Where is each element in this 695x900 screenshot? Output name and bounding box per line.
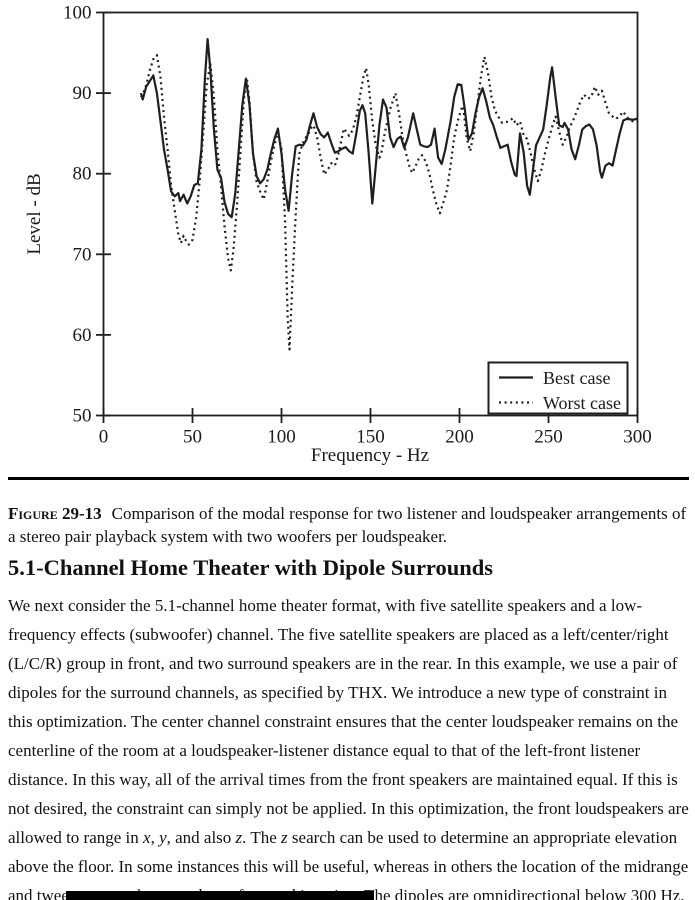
x-tick-label: 250 (534, 427, 563, 448)
legend-label-worst-case: Worst case (543, 393, 621, 413)
italic-variable: z (235, 828, 243, 847)
x-axis-ticks: 0 50 100 150 200 250 300 (99, 408, 652, 448)
legend-label-best-case: Best case (543, 368, 610, 388)
x-tick-label: 100 (267, 427, 296, 448)
x-axis-title: Frequency - Hz (311, 445, 429, 466)
paragraph-text: , and also (166, 828, 236, 847)
italic-variable: x (143, 828, 151, 847)
y-tick-label: 80 (73, 164, 92, 185)
x-tick-label: 300 (623, 427, 652, 448)
x-tick-label: 200 (445, 427, 474, 448)
y-tick-label: 50 (73, 406, 92, 427)
y-tick-label: 70 (73, 244, 92, 265)
figure-caption-text: Comparison of the modal response for two… (8, 504, 687, 546)
caption-divider-rule (8, 477, 689, 480)
section-heading: 5.1-Channel Home Theater with Dipole Sur… (8, 555, 494, 581)
y-axis-title: Level - dB (24, 173, 45, 254)
x-tick-label: 150 (356, 427, 385, 448)
plot-border (102, 11, 639, 417)
y-tick-label: 60 (73, 325, 92, 346)
x-tick-label: 0 (99, 427, 109, 448)
modal-response-chart: 50 60 70 80 90 100 0 50 100 150 200 250 300 Level -… (24, 3, 652, 467)
figure-caption: Figure 29-13 Comparison of the modal resp… (8, 502, 692, 548)
legend-box (487, 361, 629, 415)
x-tick-label: 50 (183, 427, 202, 448)
paragraph-text: , (150, 828, 160, 847)
series-worst-case (140, 54, 638, 351)
italic-variable: z (281, 828, 288, 847)
next-table-header-bar-partial (66, 891, 374, 900)
body-paragraph: We next consider the 5.1-channel home th… (8, 591, 692, 900)
y-tick-label: 90 (73, 83, 92, 104)
series-best-case (139, 37, 638, 219)
figure-caption-label: Figure 29-13 (8, 504, 102, 523)
paragraph-text: We next consider the 5.1-channel home th… (8, 596, 689, 847)
y-tick-label: 100 (63, 3, 92, 24)
chart-series (139, 37, 638, 351)
chart-legend: Best case Worst case (487, 361, 629, 415)
paragraph-text: . The (242, 828, 282, 847)
italic-variable: y (159, 828, 167, 847)
y-axis-ticks: 50 60 70 80 90 100 (63, 3, 111, 427)
